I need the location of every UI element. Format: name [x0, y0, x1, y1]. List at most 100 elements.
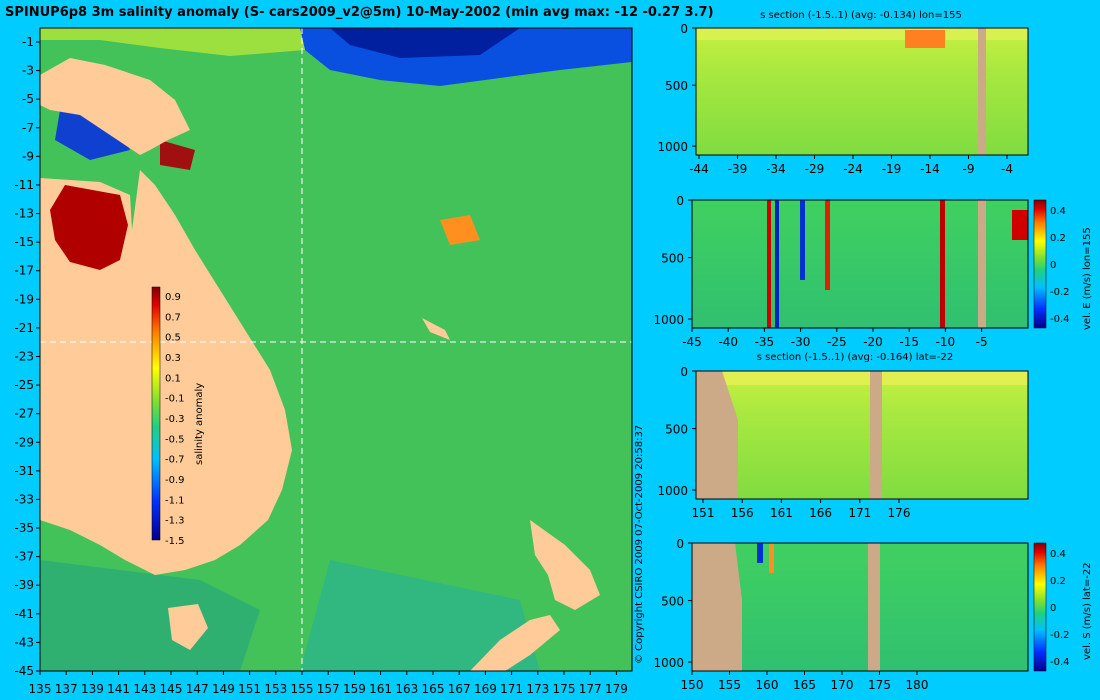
map-gulf-carpentaria-red	[50, 185, 128, 270]
map-lat-tick-label: -13	[14, 207, 34, 221]
panel-x-tick-label: -20	[863, 335, 883, 349]
panel-colorbar-tick-label: -0.2	[1050, 287, 1070, 298]
panel3-title: s section (-1.5..1) (avg: -0.164) lat=-2…	[757, 352, 954, 363]
panel-x-tick-label: -9	[963, 162, 975, 176]
panel-colorbar-tick-label: -0.4	[1050, 657, 1070, 668]
map-lat-tick-label: -1	[22, 35, 34, 49]
map-colorbar-gradient	[151, 286, 161, 541]
panel3-ticks: 0 500 1000 151 156 161 166 171 176	[657, 365, 910, 520]
panel3-land-column	[870, 371, 882, 499]
panel-y-tick-label: 0	[676, 537, 684, 551]
panel-colorbar-tick-label: -0.4	[1050, 314, 1070, 325]
map-lon-tick-label: 147	[186, 682, 209, 696]
panel-x-tick-label: 151	[692, 506, 715, 520]
map-lat-tick-label: -5	[22, 92, 34, 106]
map-lon-tick-label: 145	[160, 682, 183, 696]
panel2-field	[692, 200, 1028, 328]
map-colorbar-label: salinity anomaly	[194, 383, 205, 465]
panel1-field	[696, 28, 1028, 155]
map-lon-tick-label: 169	[474, 682, 497, 696]
panel-y-tick-label: 500	[661, 595, 684, 609]
panel4-side-label: vel. S (m/s) lat=-22	[1082, 562, 1093, 660]
panel-x-tick-label: 171	[848, 506, 871, 520]
map-lat-tick-label: -23	[14, 350, 34, 364]
map-lat-tick-label: -3	[22, 64, 34, 78]
panel-y-tick-label: 0	[680, 22, 688, 36]
panel-x-tick-label: -4	[1001, 162, 1013, 176]
panel3-land-shelf	[696, 371, 738, 499]
map-lon-tick-label: 165	[422, 682, 445, 696]
panel1-ticks: 0 500 1000-44 -39 -34 -29 -24 -19 -14 -9 -4	[657, 22, 1013, 176]
panel-x-tick-label: -45	[682, 335, 702, 349]
panel-y-tick-label: 1000	[653, 313, 684, 327]
map-lat-tick-label: -11	[14, 178, 34, 192]
map-lat-tick-label: -21	[14, 321, 34, 335]
panel2-red-streak-1	[767, 200, 771, 328]
map-lat-tick-label: -19	[14, 292, 34, 306]
panel2-ticks: 0 500 1000 -45 -40 -35 -30 -25 -20 -15 -10 -5 0.4 0.2…	[653, 194, 1069, 349]
section-panel-velE-lon: vel. E (m/s) lon=155 0 500 1000 -45 -40 -35 -3…	[653, 194, 1093, 349]
map-lon-ticks: 135 137 139 141 143 145 147 149 151 153 155 157 159 1…	[29, 671, 628, 696]
panel-colorbar-tick-label: 0.4	[1050, 549, 1066, 560]
panel-colorbar-tick-label: 0	[1050, 603, 1056, 614]
map-orange-patch	[440, 215, 480, 245]
panel-x-tick-label: -19	[882, 162, 902, 176]
map-lat-tick-label: -45	[14, 664, 34, 678]
map-colorbar-tick-label: -0.3	[165, 414, 185, 425]
map-lon-tick-label: 143	[133, 682, 156, 696]
map-colorbar-tick-label: 0.7	[165, 312, 181, 323]
panel4-orange-patch	[769, 543, 774, 573]
panel1-frame	[695, 27, 1029, 156]
map-lon-tick-label: 137	[55, 682, 78, 696]
map-lon-tick-label: 139	[81, 682, 104, 696]
panel4-field	[692, 543, 1028, 671]
panel1-title: s section (-1.5..1) (avg: -0.134) lon=15…	[760, 10, 962, 21]
map-colorbar-tick-label: 0.3	[165, 353, 181, 364]
section-panel-velS-lat: vel. S (m/s) lat=-22 0 500 1000 150 155 160 16…	[653, 537, 1093, 692]
panel-x-tick-label: 175	[868, 678, 891, 692]
panel-y-tick-label: 1000	[657, 140, 688, 154]
land-australia	[40, 170, 292, 575]
map-north-yellow	[40, 28, 305, 56]
map-lat-tick-label: -7	[22, 121, 34, 135]
panel-colorbar-tick-label: 0.2	[1050, 233, 1066, 244]
panel-x-tick-label: -25	[827, 335, 847, 349]
panel2-red-patch	[1012, 210, 1028, 240]
panel1-orange-patch	[905, 30, 945, 48]
panel-x-tick-label: -24	[843, 162, 863, 176]
panel-colorbar-tick-label: -0.2	[1050, 630, 1070, 641]
map-lat-tick-label: -17	[14, 264, 34, 278]
map-colorbar-ticks: 0.9 0.7 0.5 0.3 0.1 -0.1 -0.3 -0.5 -0.7 -0.9 -1.1 -…	[165, 292, 185, 547]
panel2-red-streak-2	[825, 200, 830, 290]
map-south-cyan	[300, 560, 540, 671]
panel-colorbar-tick-label: 0.2	[1050, 576, 1066, 587]
map-lat-tick-label: -43	[14, 635, 34, 649]
panel-y-tick-label: 1000	[657, 484, 688, 498]
map-lon-tick-label: 177	[579, 682, 602, 696]
panel-x-tick-label: 161	[770, 506, 793, 520]
map-colorbar-tick-label: -0.7	[165, 455, 185, 466]
panel-y-tick-label: 0	[676, 194, 684, 208]
panel2-red-streak-3	[940, 200, 945, 328]
map-colorbar-tick-label: -0.5	[165, 434, 185, 445]
map-lon-tick-label: 171	[500, 682, 523, 696]
panel-x-tick-label: -35	[755, 335, 775, 349]
panel-y-tick-label: 0	[680, 365, 688, 379]
land-new-guinea	[40, 58, 190, 155]
panel-x-tick-label: 165	[793, 678, 816, 692]
map-lon-tick-label: 153	[264, 682, 287, 696]
panel-x-tick-label: -44	[689, 162, 709, 176]
map-colorbar-tick-label: -1.5	[165, 536, 185, 547]
panel-x-tick-label: -39	[728, 162, 748, 176]
map-frame	[39, 27, 633, 672]
map-lat-tick-label: -41	[14, 607, 34, 621]
map-lon-tick-label: 149	[212, 682, 235, 696]
land-new-zealand-north	[530, 520, 600, 610]
panel-x-tick-label: 176	[888, 506, 911, 520]
panel4-blue-patch	[757, 543, 763, 563]
panel-x-tick-label: 170	[831, 678, 854, 692]
panel-x-tick-label: 155	[718, 678, 741, 692]
panel-x-tick-label: 166	[809, 506, 832, 520]
panel4-colorbar	[1033, 542, 1047, 672]
map-colorbar-tick-label: 0.5	[165, 333, 181, 344]
